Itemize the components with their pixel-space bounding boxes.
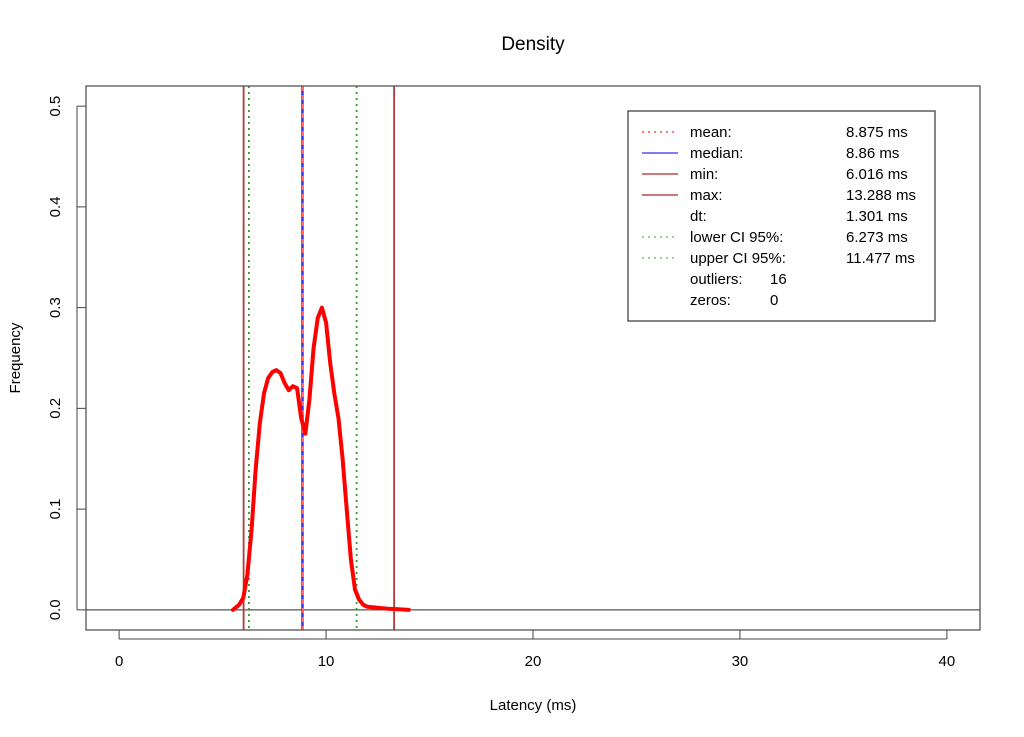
plot-area: 0 10 20 30 40 0.0 0.1 0.2 0.3 0.4 0.5 [47, 86, 980, 670]
legend-value: 6.016 ms [846, 166, 908, 183]
legend-label: max: [690, 187, 723, 204]
legend-value: 8.86 ms [846, 145, 899, 162]
x-axis-label: Latency (ms) [490, 697, 577, 714]
legend-label: upper CI 95%: [690, 250, 786, 267]
y-tick-label: 0.1 [47, 499, 64, 520]
x-tick-label: 10 [318, 653, 335, 670]
y-tick-label: 0.2 [47, 398, 64, 419]
y-tick-label: 0.0 [47, 599, 64, 620]
y-tick-label: 0.5 [47, 96, 64, 117]
y-axis-label: Frequency [7, 322, 24, 393]
chart-title: Density [501, 34, 565, 55]
legend-value: 1.301 ms [846, 208, 908, 225]
density-curve [230, 305, 411, 612]
legend-value: 6.273 ms [846, 229, 908, 246]
legend: mean: 8.875 ms median: 8.86 ms min: 6.016 ms m… [627, 110, 936, 322]
legend-value: 0 [770, 292, 778, 309]
legend-label: outliers: [690, 271, 743, 288]
y-tick-label: 0.4 [47, 196, 64, 217]
x-tick-label: 0 [115, 653, 123, 670]
legend-value: 8.875 ms [846, 124, 908, 141]
legend-label: mean: [690, 124, 732, 141]
legend-label: min: [690, 166, 718, 183]
x-tick-label: 30 [732, 653, 749, 670]
legend-box [627, 110, 936, 322]
legend-label: lower CI 95%: [690, 229, 783, 246]
legend-label: zeros: [690, 292, 731, 309]
legend-value: 16 [770, 271, 787, 288]
plot-frame [85, 85, 981, 631]
legend-label: dt: [690, 208, 707, 225]
legend-value: 11.477 ms [846, 250, 915, 267]
x-tick-label: 40 [939, 653, 956, 670]
legend-value: 13.288 ms [846, 187, 916, 204]
y-tick-label: 0.3 [47, 297, 64, 318]
legend-label: median: [690, 145, 743, 162]
x-tick-label: 20 [525, 653, 542, 670]
